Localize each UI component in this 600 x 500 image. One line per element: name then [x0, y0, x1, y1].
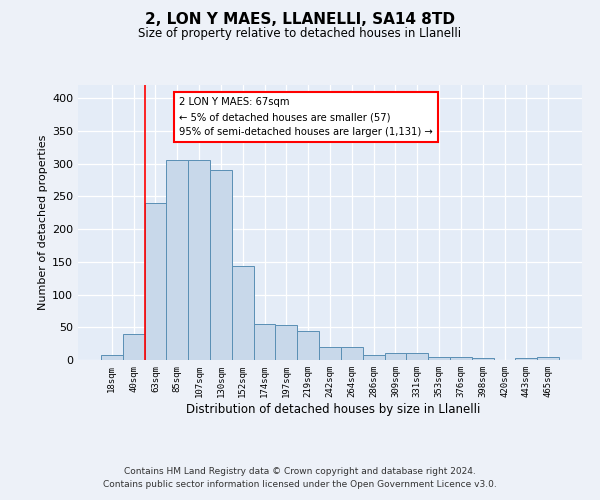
- Text: Distribution of detached houses by size in Llanelli: Distribution of detached houses by size …: [186, 402, 480, 415]
- Bar: [406, 354, 428, 360]
- Bar: [123, 334, 145, 360]
- Bar: [472, 358, 494, 360]
- Bar: [166, 160, 188, 360]
- Text: Contains public sector information licensed under the Open Government Licence v3: Contains public sector information licen…: [103, 480, 497, 489]
- Bar: [450, 358, 472, 360]
- Text: Size of property relative to detached houses in Llanelli: Size of property relative to detached ho…: [139, 28, 461, 40]
- Bar: [297, 330, 319, 360]
- Bar: [428, 358, 450, 360]
- Bar: [210, 170, 232, 360]
- Bar: [254, 324, 275, 360]
- Bar: [319, 347, 341, 360]
- Bar: [363, 356, 385, 360]
- Text: Contains HM Land Registry data © Crown copyright and database right 2024.: Contains HM Land Registry data © Crown c…: [124, 468, 476, 476]
- Bar: [515, 358, 537, 360]
- Y-axis label: Number of detached properties: Number of detached properties: [38, 135, 48, 310]
- Bar: [385, 354, 406, 360]
- Bar: [537, 358, 559, 360]
- Bar: [188, 160, 210, 360]
- Bar: [341, 347, 363, 360]
- Bar: [145, 203, 166, 360]
- Text: 2 LON Y MAES: 67sqm
← 5% of detached houses are smaller (57)
95% of semi-detache: 2 LON Y MAES: 67sqm ← 5% of detached hou…: [179, 98, 433, 137]
- Text: 2, LON Y MAES, LLANELLI, SA14 8TD: 2, LON Y MAES, LLANELLI, SA14 8TD: [145, 12, 455, 28]
- Bar: [101, 356, 123, 360]
- Bar: [232, 266, 254, 360]
- Bar: [275, 324, 297, 360]
